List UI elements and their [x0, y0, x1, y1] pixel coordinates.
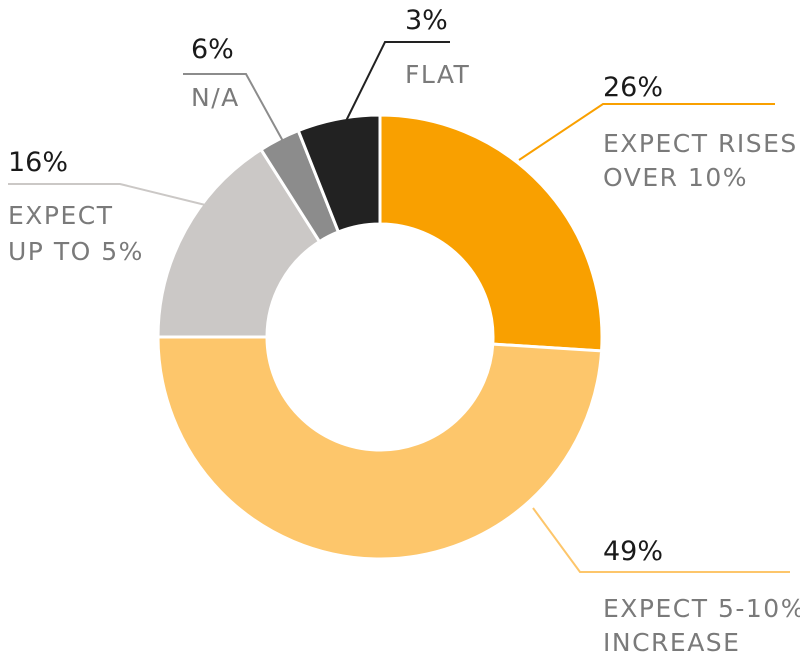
slice-increase-5-10 — [156, 335, 604, 561]
slice-rises-over-10 — [378, 113, 604, 353]
leader-line-rises-over-10 — [518, 103, 775, 161]
leader-line-increase-5-10 — [532, 507, 790, 573]
leader-line-flat — [345, 41, 450, 122]
value-label-increase-5-10: 49% — [603, 536, 663, 567]
value-label-na: 6% — [191, 34, 234, 65]
slice-up-to-5 — [156, 147, 322, 339]
category-label-increase-5-10-line-1: EXPECT 5-10% — [603, 594, 800, 623]
slice-flat — [296, 113, 382, 234]
category-label-rises-over-10-line-1: EXPECT RISES — [603, 129, 798, 158]
labels-layer: 26% EXPECT RISES OVER 10% 49% EXPECT 5-10% IN… — [8, 5, 800, 657]
leader-line-na — [183, 73, 285, 144]
leader-line-up-to-5 — [8, 183, 239, 214]
slices-layer — [156, 113, 604, 561]
category-label-na-line-1: N/A — [191, 83, 240, 112]
category-label-increase-5-10-line-2: INCREASE — [603, 628, 740, 657]
category-label-up-to-5-line-1: EXPECT — [8, 201, 114, 230]
value-label-flat: 3% — [405, 5, 448, 36]
value-label-up-to-5: 16% — [8, 147, 68, 178]
category-label-up-to-5-line-2: UP TO 5% — [8, 237, 144, 266]
value-label-rises-over-10: 26% — [603, 72, 663, 103]
category-label-rises-over-10-line-2: OVER 10% — [603, 163, 748, 192]
category-label-flat-line-1: FLAT — [405, 60, 470, 89]
leader-lines-layer — [8, 41, 790, 573]
